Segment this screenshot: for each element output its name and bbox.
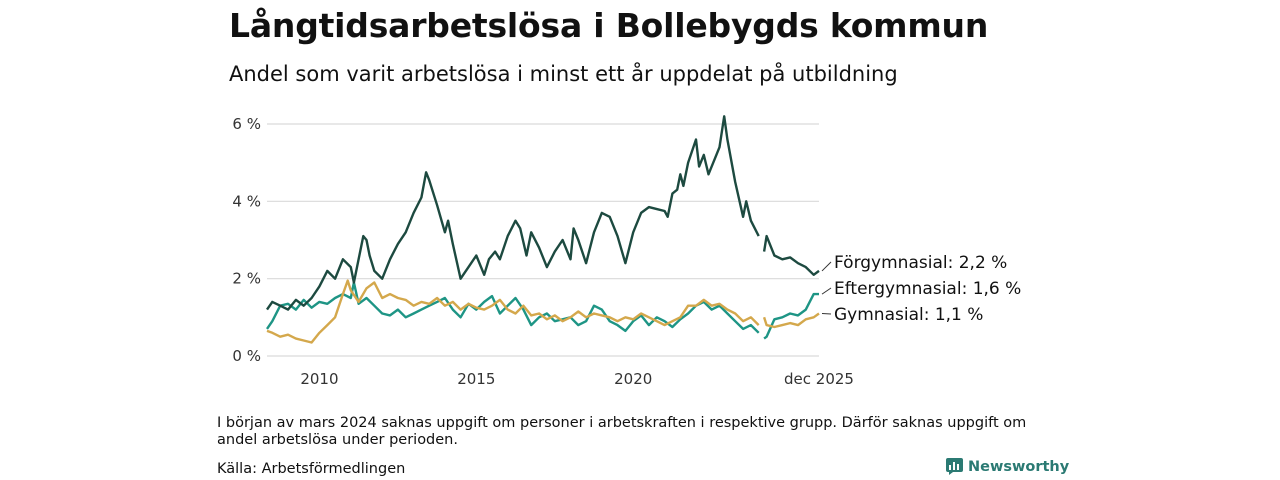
label-leader <box>821 287 832 295</box>
y-tick-label: 6 % <box>232 115 261 133</box>
series-line-gymnasial-1 <box>266 279 760 344</box>
series-labels: Förgymnasial: 2,2 % Eftergymnasial: 1,6 %… <box>821 253 1021 325</box>
gridlines <box>267 123 819 357</box>
x-tick-label: 2010 <box>300 370 338 388</box>
chart-note: I början av mars 2024 saknas uppgift om … <box>217 415 1027 448</box>
series-line-eftergymnasial-2 <box>763 292 819 340</box>
newsworthy-logo[interactable]: Newsworthy <box>946 458 1069 475</box>
y-tick-label: 0 % <box>232 347 261 365</box>
label-leader <box>821 312 832 315</box>
series-lines <box>266 115 820 344</box>
series-line-förgymnasial-2 <box>762 234 820 276</box>
series-line-förgymnasial-1 <box>266 115 760 311</box>
chart-subtitle: Andel som varit arbetslösa i minst ett å… <box>229 62 898 86</box>
x-axis-ticks: 2010 2015 2020 dec 2025 <box>300 370 854 388</box>
y-tick-label: 4 % <box>232 192 261 210</box>
series-line-eftergymnasial-1 <box>266 281 760 334</box>
series-label-gymnasial: Gymnasial: 1,1 % <box>834 305 983 325</box>
newsworthy-logo-icon <box>946 458 963 475</box>
series-line-gymnasial-2 <box>762 312 820 329</box>
x-tick-label: 2020 <box>614 370 652 388</box>
brand-name: Newsworthy <box>968 458 1070 475</box>
x-tick-label: dec 2025 <box>784 370 854 388</box>
series-label-förgymnasial: Förgymnasial: 2,2 % <box>834 253 1007 273</box>
label-leader <box>821 261 832 272</box>
line-chart: 0 % 2 % 4 % 6 % 2010 2015 2020 dec 2025 Förgym… <box>232 115 1021 388</box>
y-axis-ticks: 0 % 2 % 4 % 6 % <box>232 115 261 365</box>
series-label-eftergymnasial: Eftergymnasial: 1,6 % <box>834 279 1021 299</box>
y-tick-label: 2 % <box>232 270 261 288</box>
x-tick-label: 2015 <box>457 370 495 388</box>
chart-title: Långtidsarbetslösa i Bollebygds kommun <box>229 6 989 45</box>
source-text: Källa: Arbetsförmedlingen <box>217 461 406 477</box>
